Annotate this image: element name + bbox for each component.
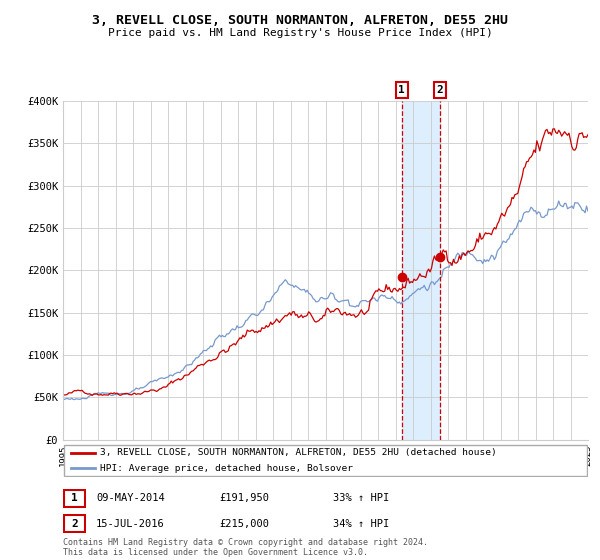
Text: Contains HM Land Registry data © Crown copyright and database right 2024.
This d: Contains HM Land Registry data © Crown c… (63, 538, 428, 557)
Text: 3, REVELL CLOSE, SOUTH NORMANTON, ALFRETON, DE55 2HU: 3, REVELL CLOSE, SOUTH NORMANTON, ALFRET… (92, 14, 508, 27)
FancyBboxPatch shape (64, 515, 85, 532)
Text: 1: 1 (71, 493, 78, 503)
Text: £191,950: £191,950 (219, 493, 269, 503)
Text: 2: 2 (71, 519, 78, 529)
FancyBboxPatch shape (64, 445, 587, 476)
Text: 1: 1 (398, 85, 405, 95)
FancyBboxPatch shape (64, 490, 85, 507)
Text: 2: 2 (437, 85, 443, 95)
Text: 34% ↑ HPI: 34% ↑ HPI (333, 519, 389, 529)
Text: 15-JUL-2016: 15-JUL-2016 (96, 519, 165, 529)
Text: HPI: Average price, detached house, Bolsover: HPI: Average price, detached house, Bols… (100, 464, 353, 473)
Text: 33% ↑ HPI: 33% ↑ HPI (333, 493, 389, 503)
Text: £215,000: £215,000 (219, 519, 269, 529)
Text: 09-MAY-2014: 09-MAY-2014 (96, 493, 165, 503)
Text: Price paid vs. HM Land Registry's House Price Index (HPI): Price paid vs. HM Land Registry's House … (107, 28, 493, 38)
Bar (402, 101, 440, 440)
Text: 3, REVELL CLOSE, SOUTH NORMANTON, ALFRETON, DE55 2HU (detached house): 3, REVELL CLOSE, SOUTH NORMANTON, ALFRET… (100, 448, 497, 457)
